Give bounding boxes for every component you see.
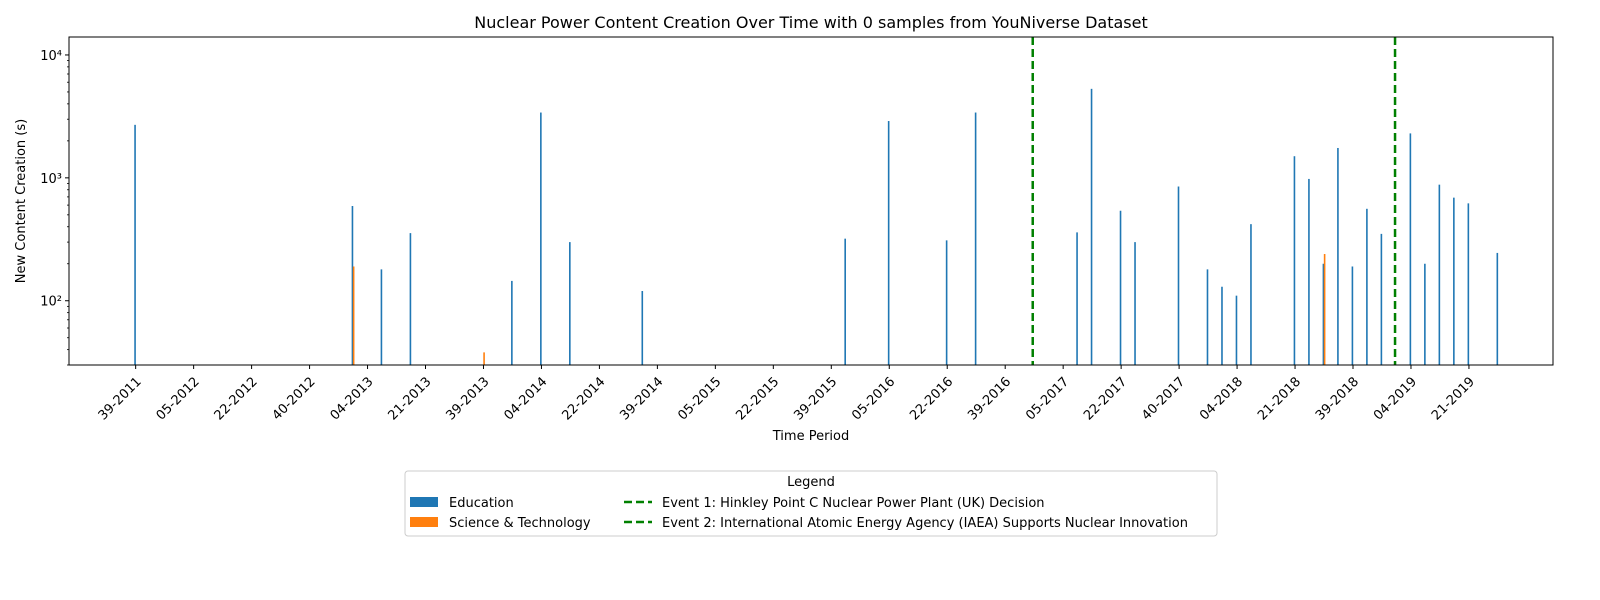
bar-education <box>134 124 136 365</box>
legend: Legend Education Science & Technology Ev… <box>404 470 1218 537</box>
bar-education <box>1206 269 1209 365</box>
y-tick-label: 10³ <box>40 172 62 187</box>
bar-education <box>1134 242 1136 365</box>
bar-education <box>1177 186 1180 365</box>
bar-education <box>1308 178 1310 365</box>
bar-science-technology <box>483 352 485 365</box>
bar-education <box>1467 203 1470 365</box>
bar-education <box>569 242 571 365</box>
bar-education <box>641 291 644 365</box>
legend-label-event-1: Event 1: Hinkley Point C Nuclear Power P… <box>662 496 1045 511</box>
legend-swatch-science-technology <box>410 517 438 527</box>
legend-label-education: Education <box>449 496 514 511</box>
bar-education <box>540 112 542 365</box>
bar-education <box>1351 266 1354 365</box>
x-axis-label: Time Period <box>772 429 849 444</box>
bar-education <box>844 238 846 365</box>
bar-education <box>351 206 354 365</box>
legend-title: Legend <box>787 475 835 490</box>
bar-education <box>1380 233 1383 365</box>
bar-education <box>1293 156 1296 365</box>
y-tick-label: 10⁴ <box>40 49 62 64</box>
legend-label-event-2: Event 2: International Atomic Energy Age… <box>662 516 1188 531</box>
bar-education <box>945 240 948 365</box>
bar-education <box>1090 88 1093 365</box>
y-axis: 10² 10³ 10⁴ <box>40 49 69 366</box>
bar-education <box>380 269 383 365</box>
bar-education <box>1424 263 1426 365</box>
bar-science-technology <box>1323 254 1326 365</box>
bar-education <box>1322 263 1325 365</box>
bar-education <box>1409 133 1412 365</box>
chart-title: Nuclear Power Content Creation Over Time… <box>474 13 1147 32</box>
bar-education <box>887 121 890 365</box>
bar-education <box>1221 286 1223 365</box>
bar-education <box>1235 295 1238 365</box>
bar-education <box>1337 147 1339 365</box>
bar-education <box>974 112 977 365</box>
event-lines-layer <box>1031 37 1397 365</box>
bar-education <box>1119 210 1122 365</box>
plot-frame <box>68 36 1554 366</box>
bar-education <box>1076 232 1078 365</box>
bar-education <box>511 280 513 365</box>
bar-science-technology <box>352 266 355 365</box>
y-tick-label: 10² <box>40 295 62 310</box>
bar-education <box>1496 252 1499 365</box>
legend-frame <box>404 470 1218 537</box>
bar-education <box>1366 208 1368 365</box>
bar-education <box>1250 224 1252 365</box>
bar-education <box>1453 197 1455 365</box>
bars-layer <box>134 88 1499 365</box>
plot-area <box>68 36 1554 366</box>
y-axis-label: New Content Creation (s) <box>14 119 29 283</box>
legend-swatch-education <box>410 497 438 507</box>
legend-label-science-technology: Science & Technology <box>449 516 591 531</box>
bar-education <box>409 233 412 365</box>
bar-education <box>1438 184 1441 365</box>
